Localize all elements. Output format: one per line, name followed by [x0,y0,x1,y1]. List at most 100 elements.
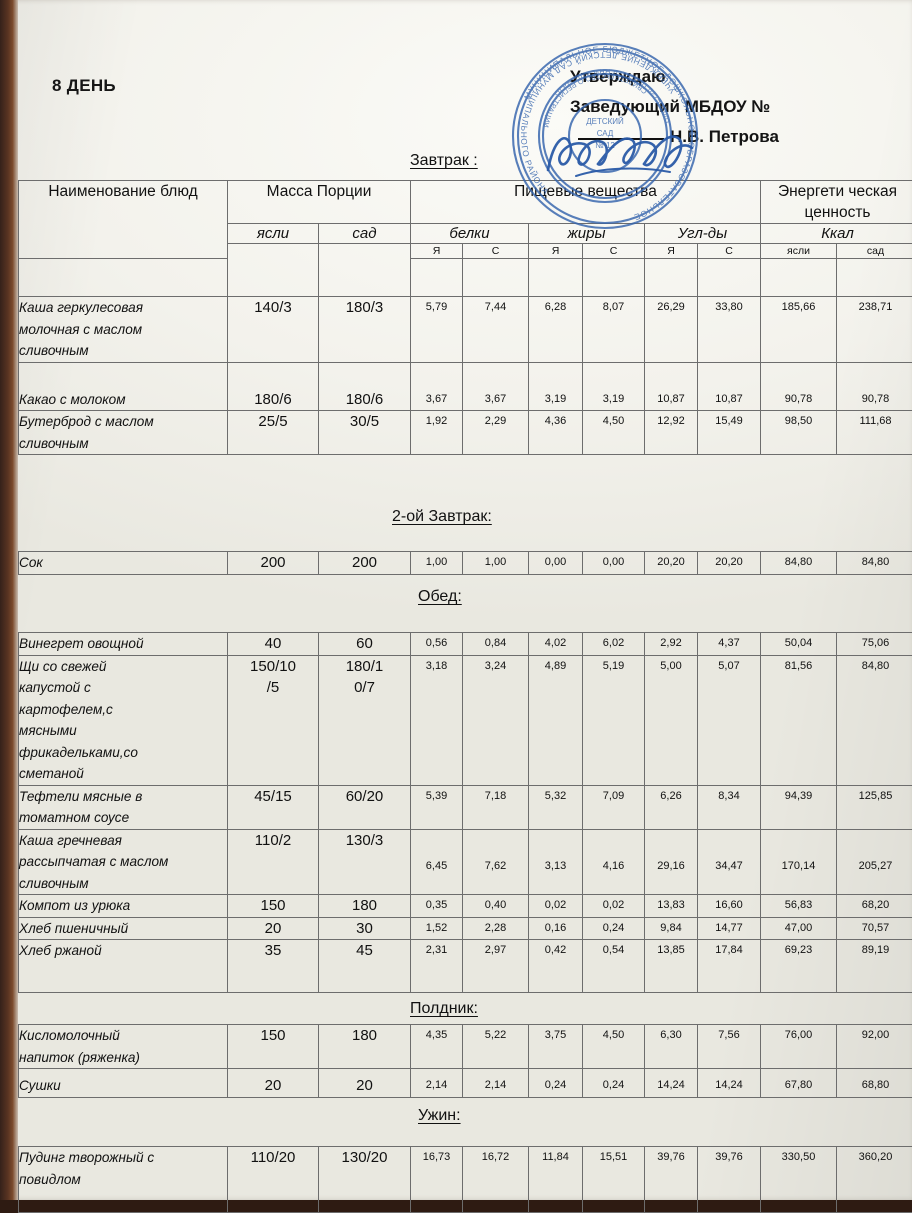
section-label-afternoon-snack: Полдник: [410,1000,478,1018]
cell-kcal-garden: 238,71 [837,297,912,363]
cell-kcal-garden: 205,27 [837,829,912,895]
section-label-second-breakfast: 2-ой Завтрак: [392,508,492,526]
th-mass-nursery: ясли [228,224,319,244]
cell-carb-nursery: 39,76 [645,1147,698,1213]
cell-mass-nursery: 150/10/5 [228,655,319,785]
th-kcal: Ккал [761,224,912,244]
cell-mass-nursery: 40 [228,633,319,656]
cell-protein-garden: 16,72 [463,1147,529,1213]
th-kcal-garden: сад [837,244,912,259]
cell-protein-nursery: 0,35 [411,895,463,918]
cell-mass-garden: 60 [319,633,411,656]
cell-mass-garden: 130/3 [319,829,411,895]
cell-carb-garden: 16,60 [698,895,761,918]
cell-dish-name: Сок [19,552,228,575]
cell-fat-nursery: 0,24 [529,1069,583,1098]
th-mini-mass-garden [319,244,411,297]
header-row-1: Наименование блюд Масса Порции Пищевые в… [19,181,912,224]
cell-carb-garden: 10,87 [698,362,761,411]
th-fats: жиры [529,224,645,244]
th-energy-value: Энергети ческая ценность [761,181,912,224]
cell-fat-garden: 0,54 [583,940,645,993]
cell-carb-garden: 17,84 [698,940,761,993]
cell-fat-nursery: 0,42 [529,940,583,993]
cell-kcal-nursery: 76,00 [761,1025,837,1069]
cell-protein-nursery: 6,45 [411,829,463,895]
cell-carb-nursery: 20,20 [645,552,698,575]
cell-kcal-garden: 84,80 [837,552,912,575]
cell-carb-garden: 34,47 [698,829,761,895]
cell-carb-nursery: 9,84 [645,917,698,940]
cell-kcal-nursery: 84,80 [761,552,837,575]
cell-kcal-garden: 125,85 [837,785,912,829]
cell-protein-nursery: 1,52 [411,917,463,940]
th-dish-name: Наименование блюд [19,181,228,259]
cell-fat-garden: 6,02 [583,633,645,656]
cell-carb-nursery: 29,16 [645,829,698,895]
th-protein-nursery: Я [411,244,463,259]
th-nutrients: Пищевые вещества [411,181,761,224]
cell-kcal-nursery: 98,50 [761,411,837,455]
cell-fat-garden: 4,16 [583,829,645,895]
cell-protein-garden: 2,14 [463,1069,529,1098]
breakfast-table: Наименование блюд Масса Порции Пищевые в… [18,180,912,455]
cell-kcal-nursery: 50,04 [761,633,837,656]
cell-kcal-nursery: 67,80 [761,1069,837,1098]
cell-fat-nursery: 4,36 [529,411,583,455]
cell-mass-nursery: 110/2 [228,829,319,895]
cell-kcal-nursery: 185,66 [761,297,837,363]
approval-line-2: Заведующий МБДОУ № [570,92,860,122]
cell-fat-garden: 0,24 [583,1069,645,1098]
cell-mass-garden: 180 [319,895,411,918]
cell-carb-garden: 39,76 [698,1147,761,1213]
cell-fat-nursery: 0,02 [529,895,583,918]
cell-carb-garden: 14,77 [698,917,761,940]
cell-protein-garden: 3,67 [463,362,529,411]
cell-fat-nursery: 3,75 [529,1025,583,1069]
cell-carb-nursery: 5,00 [645,655,698,785]
cell-fat-nursery: 6,28 [529,297,583,363]
cell-mass-garden: 180 [319,1025,411,1069]
cell-protein-nursery: 5,39 [411,785,463,829]
cell-dish-name: Хлеб пшеничный [19,917,228,940]
th-mini-mass-nursery [228,244,319,297]
cell-fat-garden: 4,50 [583,1025,645,1069]
cell-protein-garden: 7,62 [463,829,529,895]
cell-carb-nursery: 10,87 [645,362,698,411]
cell-kcal-garden: 68,80 [837,1069,912,1098]
cell-kcal-garden: 75,06 [837,633,912,656]
cell-kcal-nursery: 170,14 [761,829,837,895]
signature-name: Н.В. Петрова [670,127,779,146]
th-fat-nursery: Я [529,244,583,259]
cell-protein-nursery: 16,73 [411,1147,463,1213]
cell-kcal-nursery: 90,78 [761,362,837,411]
cell-carb-garden: 33,80 [698,297,761,363]
cell-mass-garden: 45 [319,940,411,993]
cell-protein-garden: 5,22 [463,1025,529,1069]
cell-mass-nursery: 45/15 [228,785,319,829]
cell-mass-garden: 20 [319,1069,411,1098]
cell-carb-garden: 15,49 [698,411,761,455]
cell-kcal-nursery: 94,39 [761,785,837,829]
cell-carb-garden: 8,34 [698,785,761,829]
cell-mass-nursery: 35 [228,940,319,993]
cell-mass-garden: 30/5 [319,411,411,455]
cell-protein-nursery: 2,14 [411,1069,463,1098]
